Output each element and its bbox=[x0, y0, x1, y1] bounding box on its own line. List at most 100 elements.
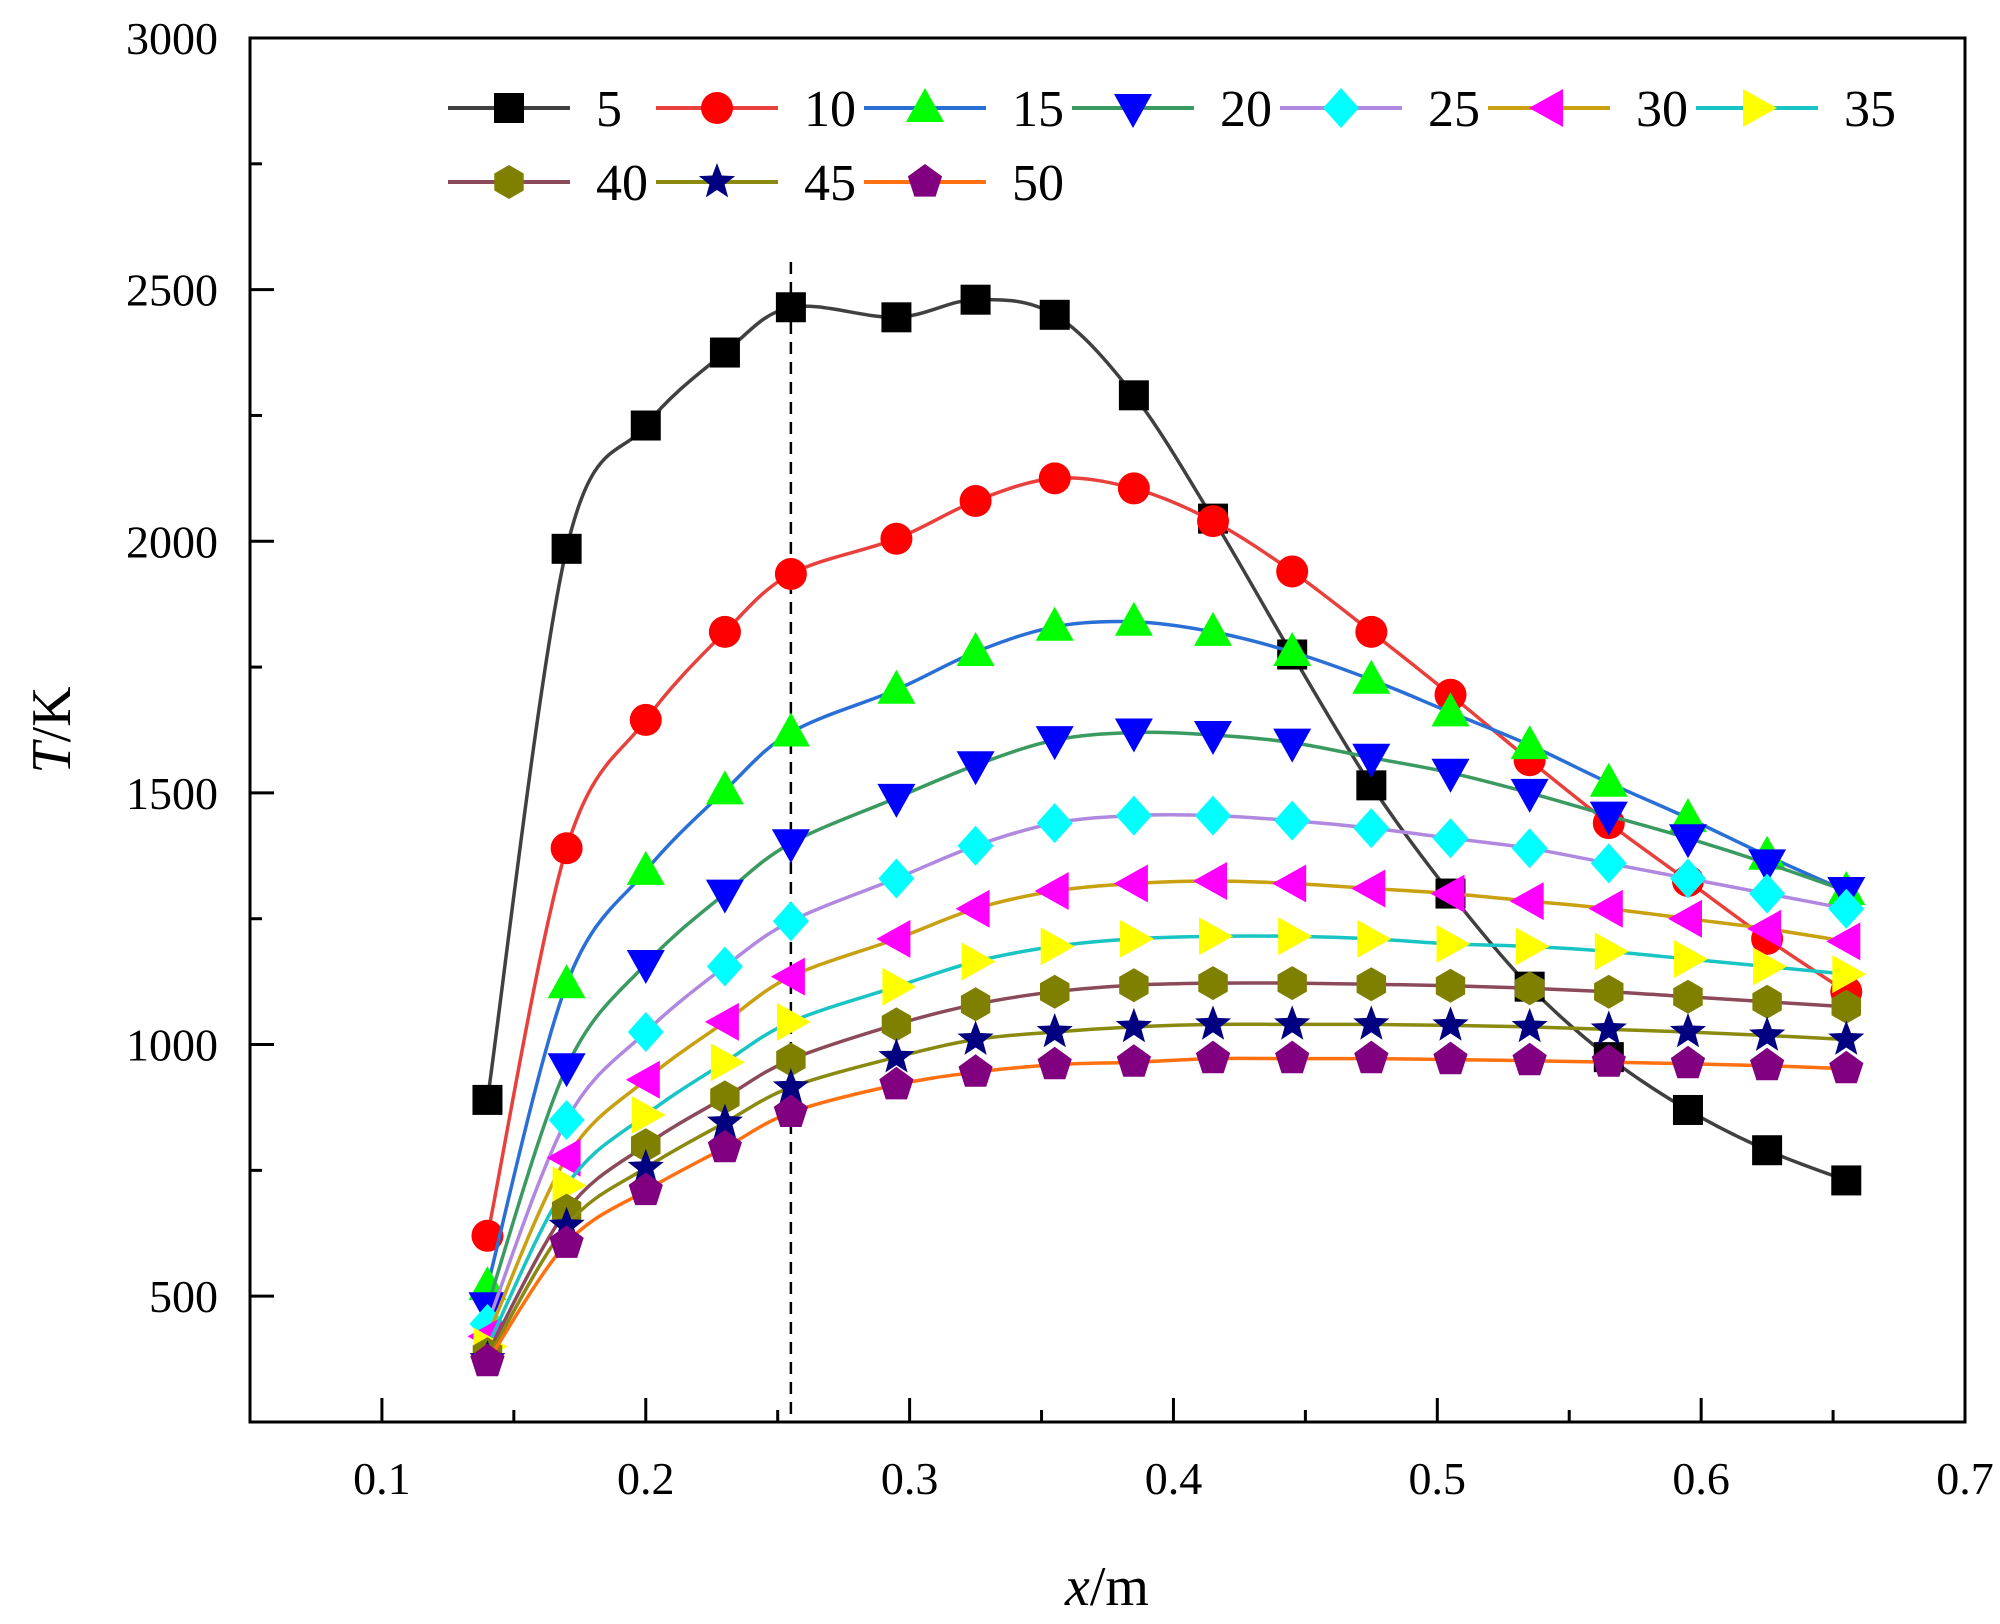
data-point-30 bbox=[1351, 869, 1386, 908]
legend-label: 45 bbox=[804, 155, 856, 212]
data-point-10 bbox=[1276, 555, 1309, 588]
data-point-50 bbox=[773, 1094, 808, 1127]
data-point-45 bbox=[1511, 1007, 1548, 1043]
data-point-50 bbox=[707, 1129, 742, 1163]
legend-label: 10 bbox=[804, 81, 856, 138]
data-point-15 bbox=[1273, 632, 1312, 666]
data-point-25 bbox=[1115, 795, 1152, 836]
data-point-40 bbox=[1435, 968, 1466, 1003]
data-point-5 bbox=[551, 533, 582, 564]
legend-label: 35 bbox=[1844, 81, 1896, 138]
data-point-10 bbox=[708, 615, 741, 648]
series-line-50 bbox=[486, 1056, 1847, 1363]
x-axis-title-unit: /m bbox=[1090, 1556, 1149, 1618]
y-tick-label: 3000 bbox=[126, 13, 218, 64]
legend-item-45: 45 bbox=[656, 155, 856, 212]
data-point-20 bbox=[956, 751, 995, 786]
data-point-45 bbox=[878, 1038, 915, 1073]
data-point-50 bbox=[549, 1225, 584, 1258]
data-point-35 bbox=[552, 1166, 587, 1205]
data-point-40 bbox=[1752, 984, 1782, 1019]
data-point-5 bbox=[472, 1084, 503, 1115]
axes: 0.1 0.2 0.3 0.4 0.5 0.6 0.7 500 1000 1500 2000 2500… bbox=[126, 13, 1994, 1504]
y-tick-label: 1000 bbox=[126, 1020, 218, 1071]
x-axis-title-var: x bbox=[1064, 1556, 1090, 1618]
data-point-15 bbox=[547, 964, 586, 999]
data-point-15 bbox=[626, 850, 665, 885]
data-point-20 bbox=[1352, 743, 1391, 778]
legend-label: 25 bbox=[1428, 81, 1480, 138]
x-tick-label: 0.1 bbox=[353, 1453, 411, 1504]
data-point-35 bbox=[1436, 924, 1471, 963]
data-point-15 bbox=[1035, 606, 1074, 641]
data-point-10 bbox=[1038, 462, 1071, 495]
data-point-40 bbox=[1277, 966, 1307, 1001]
y-axis-title-var: T bbox=[21, 739, 83, 774]
data-point-5 bbox=[1118, 380, 1149, 411]
legend-item-40: 40 bbox=[448, 155, 648, 212]
data-point-5 bbox=[630, 410, 661, 441]
data-point-15 bbox=[1510, 725, 1549, 760]
data-point-25 bbox=[957, 825, 994, 866]
data-point-35 bbox=[1674, 940, 1708, 978]
data-point-30 bbox=[1272, 864, 1307, 903]
data-point-40 bbox=[1673, 979, 1703, 1014]
data-point-30 bbox=[1509, 882, 1544, 921]
data-point-35 bbox=[1278, 917, 1313, 956]
data-point-15 bbox=[705, 770, 744, 805]
data-point-25 bbox=[1353, 808, 1390, 849]
data-point-20 bbox=[1273, 728, 1312, 763]
data-point-20 bbox=[877, 783, 916, 818]
data-point-20 bbox=[626, 950, 665, 984]
data-point-25 bbox=[1036, 803, 1073, 844]
data-point-20 bbox=[1748, 849, 1787, 884]
data-point-50 bbox=[1591, 1044, 1626, 1077]
data-point-35 bbox=[1515, 927, 1550, 966]
data-point-25 bbox=[878, 858, 915, 899]
data-point-45 bbox=[1195, 1005, 1232, 1040]
series-line-30 bbox=[485, 879, 1847, 1338]
data-point-35 bbox=[1594, 932, 1629, 971]
data-point-30 bbox=[1588, 889, 1623, 928]
legend-item-15: 15 bbox=[864, 81, 1064, 138]
data-point-35 bbox=[776, 1002, 811, 1041]
series-line-20 bbox=[485, 730, 1847, 1307]
data-point-45 bbox=[1828, 1020, 1865, 1055]
data-point-15 bbox=[1589, 762, 1628, 797]
data-point-30 bbox=[625, 1060, 660, 1099]
y-tick-label: 2500 bbox=[126, 265, 218, 316]
y-axis-title-unit: /K bbox=[21, 686, 83, 742]
data-point-45 bbox=[627, 1148, 664, 1184]
data-point-40 bbox=[1356, 967, 1387, 1002]
data-point-50 bbox=[879, 1066, 914, 1100]
legend-label: 40 bbox=[596, 155, 648, 212]
data-point-10 bbox=[550, 832, 583, 865]
legend-item-10: 10 bbox=[656, 81, 856, 138]
data-point-5 bbox=[1831, 1165, 1862, 1196]
data-point-50 bbox=[1670, 1045, 1706, 1079]
data-point-10 bbox=[471, 1219, 504, 1252]
plot-frame bbox=[248, 36, 1967, 1424]
data-point-10 bbox=[959, 485, 992, 518]
data-point-50 bbox=[1433, 1041, 1468, 1075]
series-25 bbox=[469, 795, 1865, 1344]
series-35 bbox=[473, 917, 1867, 1366]
data-point-45 bbox=[1036, 1013, 1073, 1048]
data-point-50 bbox=[470, 1343, 505, 1377]
legend-label: 30 bbox=[1636, 81, 1688, 138]
series-line-5 bbox=[485, 297, 1847, 1183]
data-point-45 bbox=[706, 1103, 743, 1138]
data-point-30 bbox=[770, 957, 805, 996]
legend-marker bbox=[1323, 88, 1359, 128]
data-point-5 bbox=[709, 337, 740, 368]
legend-marker bbox=[1114, 94, 1152, 128]
data-point-35 bbox=[1753, 947, 1788, 986]
data-point-45 bbox=[1274, 1005, 1311, 1040]
data-point-40 bbox=[1831, 989, 1861, 1024]
data-point-30 bbox=[955, 889, 990, 928]
data-point-5 bbox=[1752, 1135, 1783, 1166]
series-line-45 bbox=[485, 1022, 1847, 1360]
series-line-40 bbox=[485, 981, 1847, 1355]
data-point-50 bbox=[1750, 1047, 1785, 1081]
data-point-40 bbox=[776, 1042, 806, 1077]
